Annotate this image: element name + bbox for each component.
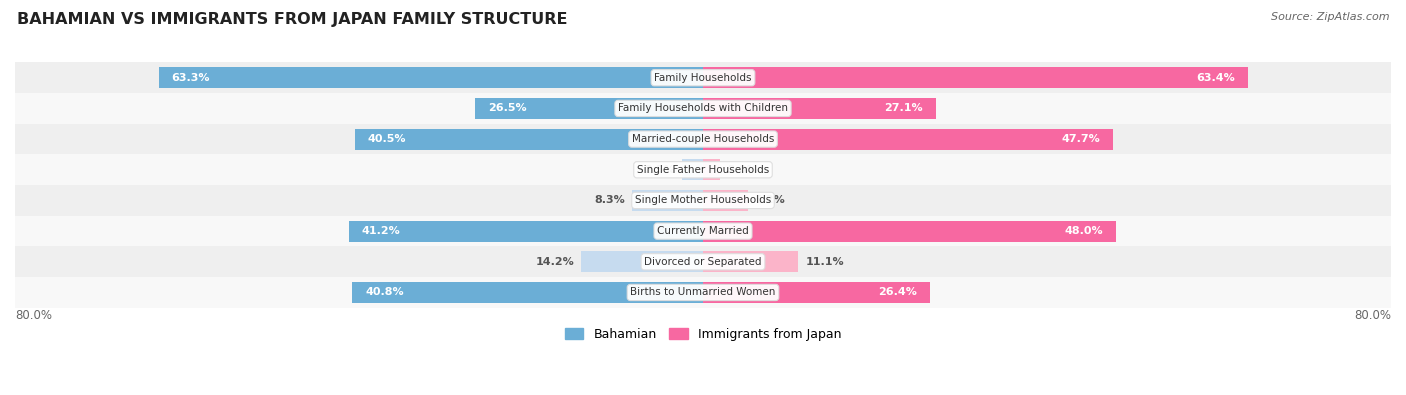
Text: 2.0%: 2.0% bbox=[727, 165, 758, 175]
Text: 48.0%: 48.0% bbox=[1064, 226, 1102, 236]
Text: Currently Married: Currently Married bbox=[657, 226, 749, 236]
Text: 5.2%: 5.2% bbox=[755, 196, 786, 205]
Bar bbox=[703, 67, 1249, 88]
Text: Married-couple Households: Married-couple Households bbox=[631, 134, 775, 144]
Bar bbox=[581, 251, 703, 272]
Bar bbox=[15, 185, 1391, 216]
Bar bbox=[349, 221, 703, 242]
Text: 14.2%: 14.2% bbox=[536, 257, 574, 267]
Text: Family Households: Family Households bbox=[654, 73, 752, 83]
Text: Family Households with Children: Family Households with Children bbox=[619, 103, 787, 113]
Bar bbox=[703, 159, 720, 180]
Text: Single Father Households: Single Father Households bbox=[637, 165, 769, 175]
Text: 2.5%: 2.5% bbox=[644, 165, 675, 175]
Text: 27.1%: 27.1% bbox=[884, 103, 924, 113]
Bar bbox=[703, 251, 799, 272]
Text: Births to Unmarried Women: Births to Unmarried Women bbox=[630, 288, 776, 297]
Text: 40.5%: 40.5% bbox=[367, 134, 406, 144]
Text: Source: ZipAtlas.com: Source: ZipAtlas.com bbox=[1271, 12, 1389, 22]
Bar bbox=[15, 277, 1391, 308]
Bar bbox=[703, 221, 1116, 242]
Bar bbox=[631, 190, 703, 211]
Text: 47.7%: 47.7% bbox=[1062, 134, 1101, 144]
Legend: Bahamian, Immigrants from Japan: Bahamian, Immigrants from Japan bbox=[560, 323, 846, 346]
Text: BAHAMIAN VS IMMIGRANTS FROM JAPAN FAMILY STRUCTURE: BAHAMIAN VS IMMIGRANTS FROM JAPAN FAMILY… bbox=[17, 12, 568, 27]
Bar bbox=[15, 124, 1391, 154]
Bar bbox=[15, 93, 1391, 124]
Bar bbox=[703, 98, 936, 119]
Text: Single Mother Households: Single Mother Households bbox=[636, 196, 770, 205]
Bar bbox=[15, 154, 1391, 185]
Text: 40.8%: 40.8% bbox=[366, 288, 404, 297]
Bar bbox=[703, 129, 1114, 150]
Bar bbox=[703, 282, 929, 303]
Text: 26.4%: 26.4% bbox=[879, 288, 917, 297]
Bar bbox=[354, 129, 703, 150]
Text: 80.0%: 80.0% bbox=[1354, 309, 1391, 322]
Text: Divorced or Separated: Divorced or Separated bbox=[644, 257, 762, 267]
Bar bbox=[682, 159, 703, 180]
Bar bbox=[703, 190, 748, 211]
Bar bbox=[15, 62, 1391, 93]
Text: 8.3%: 8.3% bbox=[593, 196, 624, 205]
Text: 26.5%: 26.5% bbox=[488, 103, 527, 113]
Text: 63.3%: 63.3% bbox=[172, 73, 209, 83]
Text: 80.0%: 80.0% bbox=[15, 309, 52, 322]
Bar bbox=[352, 282, 703, 303]
Bar bbox=[159, 67, 703, 88]
Text: 11.1%: 11.1% bbox=[806, 257, 844, 267]
Bar bbox=[15, 216, 1391, 246]
Text: 41.2%: 41.2% bbox=[361, 226, 401, 236]
Bar bbox=[475, 98, 703, 119]
Text: 63.4%: 63.4% bbox=[1197, 73, 1236, 83]
Bar bbox=[15, 246, 1391, 277]
